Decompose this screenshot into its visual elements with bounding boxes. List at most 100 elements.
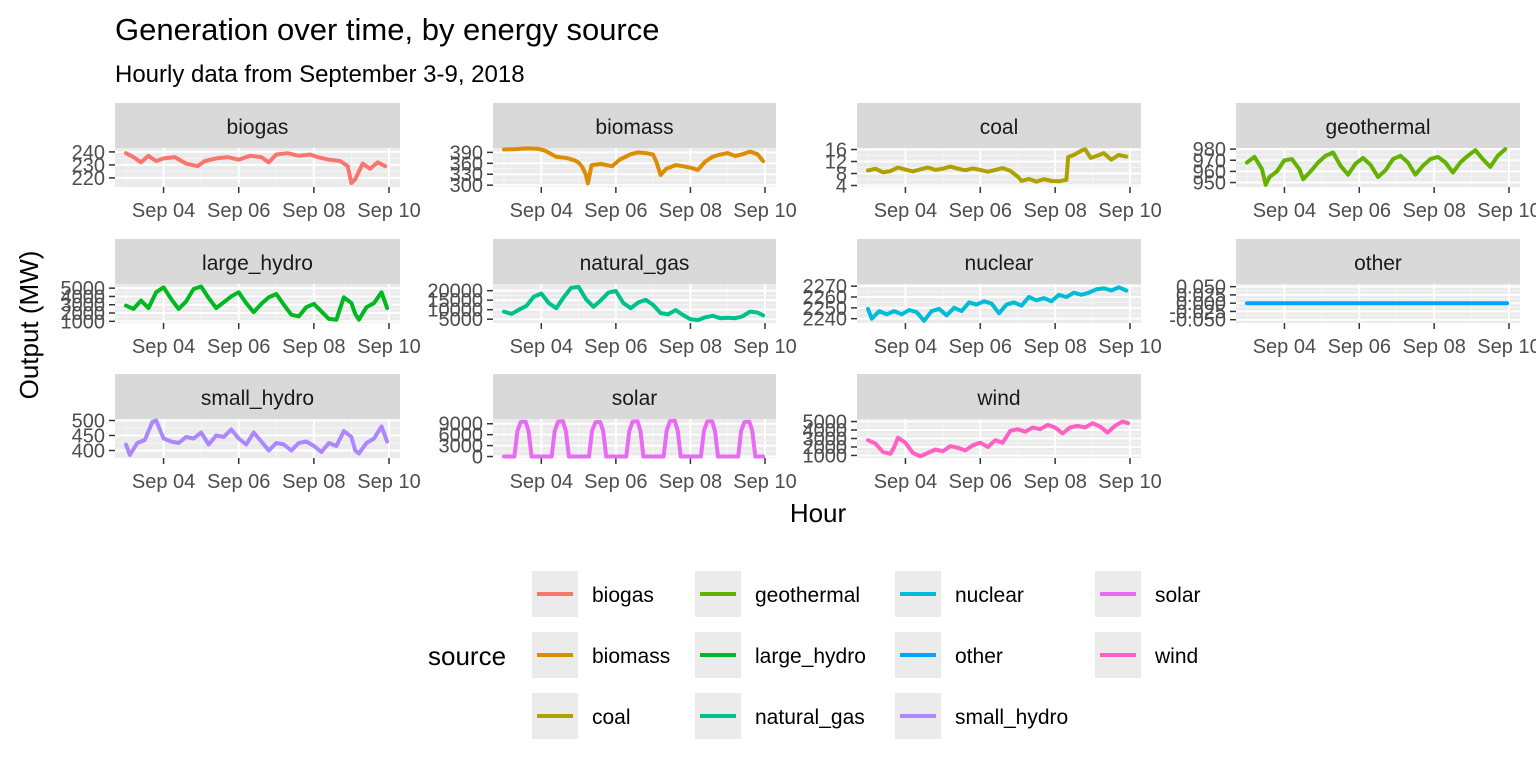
facet-label: small_hydro xyxy=(201,387,314,410)
series-line-coal xyxy=(866,147,1129,184)
x-tick-label: Sep 08 xyxy=(1023,200,1086,222)
x-tick-label: Sep 06 xyxy=(949,471,1012,493)
y-tick-label: 2260 xyxy=(803,287,848,309)
y-tick-label: 5000 xyxy=(803,412,848,434)
y-tick-label: 220 xyxy=(72,168,105,190)
legend-label: biogas xyxy=(592,584,654,607)
facet-label: natural_gas xyxy=(580,252,690,275)
y-tick-label: 950 xyxy=(1193,173,1226,195)
x-tick-label: Sep 10 xyxy=(1098,336,1161,358)
y-tick-label: 4000 xyxy=(61,286,106,308)
legend-item-solar: solar xyxy=(1095,571,1201,617)
facet-label: solar xyxy=(612,387,658,410)
x-tick-label: Sep 04 xyxy=(132,471,195,493)
x-tick-label: Sep 04 xyxy=(874,200,937,222)
x-tick-label: Sep 10 xyxy=(1098,471,1161,493)
y-tick-label: 330 xyxy=(450,164,483,186)
y-tick-label: 5000 xyxy=(61,278,106,300)
y-tick-label: 5000 xyxy=(439,309,484,331)
legend-label: small_hydro xyxy=(955,706,1068,729)
y-tick-label: 10000 xyxy=(427,300,483,322)
x-tick-label: Sep 04 xyxy=(1253,336,1316,358)
x-axis-label: Hour xyxy=(790,498,847,528)
facet-label: coal xyxy=(980,116,1019,139)
y-tick-label: 960 xyxy=(1193,161,1226,183)
x-tick-label: Sep 06 xyxy=(1328,200,1391,222)
y-tick-label: 400 xyxy=(72,441,105,463)
y-tick-label: 2000 xyxy=(61,303,106,325)
y-tick-label: 0.050 xyxy=(1176,277,1226,299)
y-tick-label: 390 xyxy=(450,142,483,164)
y-tick-label: 360 xyxy=(450,153,483,175)
series-line-solar xyxy=(502,418,766,459)
x-tick-label: Sep 08 xyxy=(282,200,345,222)
y-tick-label: -0.025 xyxy=(1169,301,1226,323)
x-tick-label: Sep 08 xyxy=(659,336,722,358)
y-tick-label: 2270 xyxy=(803,276,848,298)
series-line-large_hydro xyxy=(124,284,390,322)
y-tick-label: 1000 xyxy=(803,445,848,467)
y-tick-label: 2250 xyxy=(803,298,848,320)
x-tick-label: Sep 04 xyxy=(510,471,573,493)
x-tick-label: Sep 10 xyxy=(733,336,796,358)
chart-title: Generation over time, by energy source xyxy=(115,12,660,47)
y-tick-label: 240 xyxy=(72,142,105,164)
y-tick-label: 9000 xyxy=(439,414,484,436)
y-tick-label: 2240 xyxy=(803,309,848,331)
x-tick-label: Sep 08 xyxy=(1023,471,1086,493)
x-tick-label: Sep 10 xyxy=(357,471,420,493)
legend-label: large_hydro xyxy=(755,645,866,668)
facet-strip xyxy=(115,374,400,419)
facet-strip xyxy=(857,103,1141,148)
x-tick-label: Sep 06 xyxy=(207,336,270,358)
y-tick-label: 3000 xyxy=(61,295,106,317)
x-tick-label: Sep 08 xyxy=(282,336,345,358)
y-tick-label: 16 xyxy=(825,140,847,162)
y-tick-label: 15000 xyxy=(427,290,483,312)
x-tick-label: Sep 04 xyxy=(132,336,195,358)
facet-strip xyxy=(115,239,400,284)
facet-label: geothermal xyxy=(1325,116,1430,139)
series-line-nuclear xyxy=(866,285,1129,323)
facet-label: biomass xyxy=(595,116,673,139)
y-axis-label: Output (MW) xyxy=(14,251,44,400)
y-tick-label: 4 xyxy=(836,176,847,198)
x-tick-label: Sep 04 xyxy=(510,200,573,222)
x-tick-label: Sep 08 xyxy=(1402,200,1465,222)
legend-label: coal xyxy=(592,706,631,729)
y-tick-label: 980 xyxy=(1193,139,1226,161)
y-tick-label: 6000 xyxy=(439,425,484,447)
facet-strip xyxy=(493,374,776,419)
series-line-biogas xyxy=(124,151,388,186)
x-tick-label: Sep 10 xyxy=(357,336,420,358)
x-tick-label: Sep 06 xyxy=(1328,336,1391,358)
x-tick-label: Sep 08 xyxy=(1402,336,1465,358)
facet-label: large_hydro xyxy=(202,252,313,275)
x-tick-label: Sep 08 xyxy=(1023,336,1086,358)
legend-label: geothermal xyxy=(755,584,860,607)
legend-label: solar xyxy=(1155,584,1201,607)
y-tick-label: 2000 xyxy=(803,437,848,459)
x-tick-label: Sep 08 xyxy=(659,471,722,493)
legend-item-small_hydro: small_hydro xyxy=(895,693,1068,739)
legend-item-large_hydro: large_hydro xyxy=(695,632,866,678)
x-tick-label: Sep 06 xyxy=(207,200,270,222)
legend-label: biomass xyxy=(592,645,670,668)
x-tick-label: Sep 04 xyxy=(874,336,937,358)
legend-item-other: other xyxy=(895,632,1003,678)
x-tick-label: Sep 06 xyxy=(584,336,647,358)
x-tick-label: Sep 10 xyxy=(733,200,796,222)
facet-strip xyxy=(1236,239,1520,284)
x-tick-label: Sep 06 xyxy=(584,471,647,493)
y-tick-label: 970 xyxy=(1193,150,1226,172)
legend-item-biogas: biogas xyxy=(532,571,654,617)
x-tick-label: Sep 04 xyxy=(874,471,937,493)
